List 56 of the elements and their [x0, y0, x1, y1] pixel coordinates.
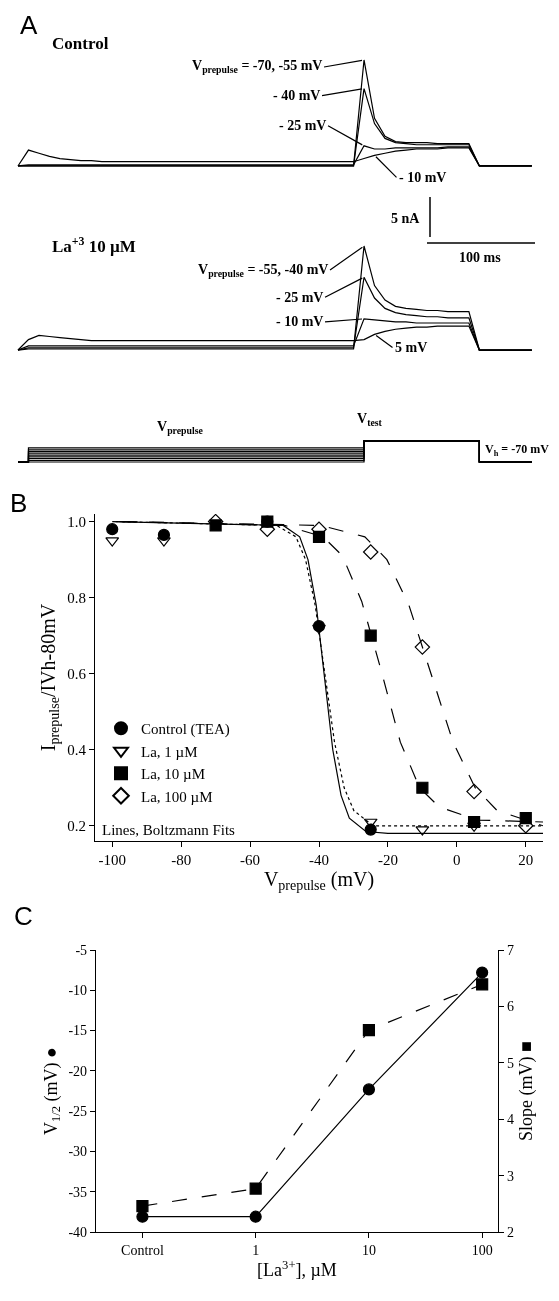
y-tick-label: 0.8 — [67, 589, 86, 606]
text: 5 nA — [391, 211, 421, 226]
legend-label: Control (TEA) — [141, 721, 230, 739]
y-tick-label: -10 — [68, 983, 88, 999]
x-tick-label: 100 — [471, 1242, 493, 1258]
x-tick-label: -80 — [171, 852, 192, 869]
x-tick-label: 0 — [453, 852, 461, 869]
chart-title: A — [20, 10, 38, 40]
y-tick-label: -30 — [68, 1144, 88, 1160]
y-tick-label: -40 — [68, 1224, 88, 1240]
y2-tick-label: 6 — [506, 999, 514, 1015]
y-tick-label: 0.2 — [67, 818, 86, 835]
chart-title: La$^{+3}$ 10 µM — [52, 234, 136, 257]
y2-tick-label: 7 — [506, 942, 514, 958]
text: V$_{test}$ — [357, 411, 383, 428]
annotation: V$_{prepulse}$ = -70, -55 mV — [192, 58, 323, 75]
text: - 10 mV — [399, 170, 447, 185]
legend-label: La, 1 µM — [141, 743, 198, 760]
annotation: 100 ms — [459, 250, 502, 265]
text: V$_{prepulse}$ — [157, 419, 204, 436]
y-tick-label: 1.0 — [67, 513, 86, 530]
annotation: - 25 mV — [276, 290, 324, 305]
legend-label: La, 100 µM — [141, 788, 213, 805]
x-tick-label: -100 — [98, 852, 126, 869]
annotation: V$_{h}$ = -70 mV — [485, 442, 550, 458]
x-tick-label: 10 — [361, 1242, 376, 1258]
chart-title: B — [10, 488, 28, 518]
y2-tick-label: 2 — [506, 1224, 514, 1240]
y2-tick-label: 5 — [506, 1055, 514, 1071]
y-tick-label: -35 — [68, 1184, 88, 1200]
x-tick-label: -20 — [377, 852, 398, 869]
annotation: V$_{prepulse}$ = -55, -40 mV — [198, 262, 329, 279]
x-axis-title: V$_{prepulse}$ (mV) — [263, 868, 375, 894]
x-tick-label: -40 — [309, 852, 329, 869]
y-tick-label: 0.4 — [67, 741, 87, 758]
annotation: - 25 mV — [279, 118, 327, 133]
y-tick-label: -25 — [68, 1104, 88, 1120]
x-tick-label: 20 — [518, 852, 534, 869]
chart-title: C — [14, 901, 33, 931]
y-tick-label: -5 — [75, 942, 88, 958]
chart-subtitle: Control — [52, 34, 109, 53]
y-tick-label: -20 — [68, 1063, 88, 1079]
x-tick-label: 1 — [252, 1242, 260, 1258]
annotation: 5 mV — [395, 340, 428, 355]
annotation: - 40 mV — [273, 88, 321, 103]
legend-label: La, 10 µM — [141, 766, 206, 783]
y-tick-label: 0.6 — [67, 665, 87, 682]
annotation: Lines, Boltzmann Fits — [102, 822, 236, 838]
y-tick-label: -15 — [68, 1023, 88, 1039]
x-axis-title: [La$^{3+}$], µM — [257, 1257, 337, 1281]
annotation: - 10 mV — [276, 314, 324, 329]
x-tick-label: Control — [121, 1242, 164, 1258]
y2-tick-label: 3 — [506, 1168, 514, 1184]
y2-tick-label: 4 — [506, 1112, 514, 1128]
y2-axis-title: Slope (mV) ■ — [516, 1041, 537, 1141]
x-tick-label: -60 — [240, 852, 261, 869]
